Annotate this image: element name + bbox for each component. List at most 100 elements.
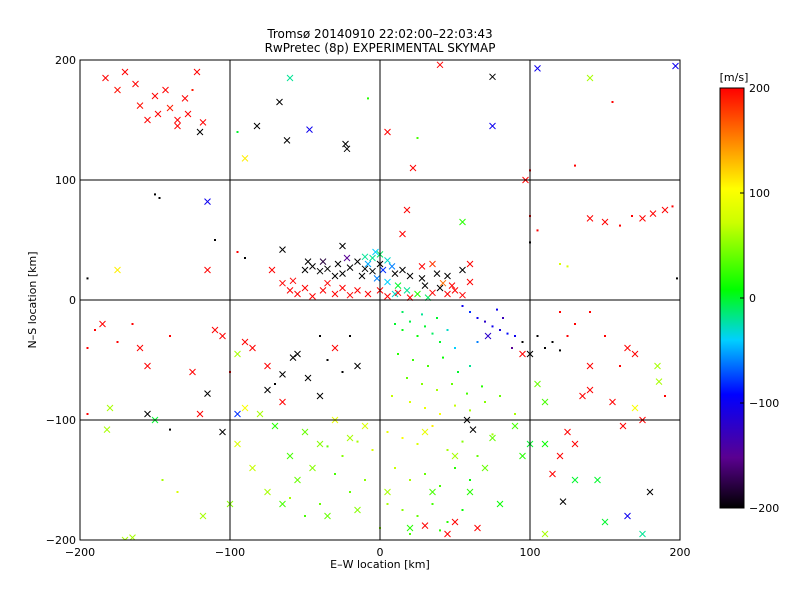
data-point-cross-292 bbox=[136, 344, 144, 352]
data-point-cross-261 bbox=[289, 354, 297, 361]
x-axis-ticks: −200 −100 0 100 200 bbox=[65, 546, 691, 559]
data-point-cross-23 bbox=[283, 137, 291, 144]
data-point-cross-269 bbox=[211, 326, 219, 334]
data-point-cross-34 bbox=[534, 65, 541, 72]
data-point-cross-284 bbox=[234, 410, 241, 418]
data-point-cross-299 bbox=[199, 512, 207, 520]
data-point-dot-201 bbox=[326, 445, 329, 448]
data-point-cross-21 bbox=[276, 98, 283, 106]
data-point-dot-55 bbox=[631, 215, 633, 217]
data-point-dot-336 bbox=[664, 395, 666, 397]
data-point-dot-152 bbox=[536, 335, 539, 337]
data-point-dot-171 bbox=[469, 365, 471, 367]
data-point-cross-46 bbox=[114, 266, 121, 274]
data-point-cross-328 bbox=[639, 530, 646, 538]
data-point-cross-223 bbox=[361, 422, 369, 430]
data-point-cross-274 bbox=[234, 350, 241, 358]
data-point-dot-137 bbox=[461, 305, 464, 307]
data-point-dot-160 bbox=[416, 335, 419, 337]
data-point-cross-250 bbox=[384, 488, 391, 496]
data-point-dot-214 bbox=[431, 503, 434, 505]
data-point-dot-191 bbox=[401, 437, 404, 439]
data-point-cross-86 bbox=[391, 270, 399, 277]
data-point-cross-79 bbox=[331, 272, 339, 280]
data-point-dot-335 bbox=[619, 365, 621, 367]
data-point-dot-161 bbox=[424, 325, 426, 328]
x-tick-label-1: −100 bbox=[215, 546, 245, 559]
data-point-dot-162 bbox=[431, 332, 434, 335]
data-point-cross-65 bbox=[466, 260, 474, 268]
data-point-cross-88 bbox=[406, 272, 414, 280]
x-tick-label-4: 200 bbox=[670, 546, 691, 559]
data-point-dot-61 bbox=[566, 265, 569, 268]
data-point-dot-67 bbox=[86, 277, 89, 280]
data-point-cross-288 bbox=[99, 320, 106, 328]
data-point-cross-5 bbox=[154, 110, 162, 118]
colorbar-ticks: 200 100 0 −100 −200 bbox=[740, 82, 779, 515]
data-point-cross-135 bbox=[448, 282, 456, 289]
grid-layer bbox=[80, 60, 680, 540]
data-point-cross-64 bbox=[399, 230, 406, 238]
data-point-dot-276 bbox=[274, 383, 276, 385]
data-point-dot-48 bbox=[244, 257, 246, 259]
data-point-cross-25 bbox=[342, 140, 349, 148]
colorbar-tick-label-3: −100 bbox=[749, 397, 779, 410]
colorbar-tick-label-2: 0 bbox=[749, 292, 756, 305]
data-point-cross-16 bbox=[174, 122, 181, 130]
data-point-cross-129 bbox=[289, 277, 297, 285]
data-point-dot-203 bbox=[409, 479, 411, 481]
data-point-cross-242 bbox=[466, 488, 474, 496]
data-point-dot-196 bbox=[476, 455, 479, 457]
data-point-cross-254 bbox=[519, 452, 526, 460]
data-point-cross-252 bbox=[489, 434, 496, 442]
data-point-dot-198 bbox=[371, 449, 374, 451]
data-point-cross-268 bbox=[219, 332, 226, 340]
data-point-cross-68 bbox=[301, 266, 309, 274]
data-point-cross-309 bbox=[586, 386, 594, 394]
data-point-dot-295 bbox=[169, 335, 171, 337]
data-point-cross-279 bbox=[144, 410, 151, 418]
data-point-cross-324 bbox=[624, 512, 631, 520]
data-point-cross-24 bbox=[306, 126, 313, 133]
y-axis-label: N–S location [km] bbox=[26, 251, 39, 348]
data-point-cross-53 bbox=[649, 210, 657, 217]
data-point-dot-141 bbox=[491, 325, 494, 328]
data-point-cross-255 bbox=[541, 440, 549, 448]
data-point-dot-194 bbox=[446, 449, 449, 451]
data-point-dot-188 bbox=[421, 313, 423, 316]
data-point-dot-303 bbox=[574, 323, 576, 325]
data-point-dot-150 bbox=[521, 341, 524, 343]
data-point-cross-130 bbox=[466, 278, 474, 286]
data-point-cross-90 bbox=[433, 270, 441, 277]
data-point-cross-43 bbox=[204, 198, 211, 205]
data-point-dot-172 bbox=[406, 377, 408, 379]
data-point-cross-253 bbox=[511, 422, 519, 430]
data-point-cross-35 bbox=[586, 74, 594, 82]
data-point-cross-0 bbox=[102, 74, 109, 82]
data-point-dot-173 bbox=[421, 383, 423, 385]
data-point-cross-4 bbox=[151, 92, 159, 100]
data-point-cross-62 bbox=[459, 218, 466, 226]
data-point-dot-27 bbox=[367, 97, 369, 100]
data-point-cross-94 bbox=[421, 282, 429, 289]
data-point-cross-320 bbox=[549, 470, 556, 478]
data-point-cross-248 bbox=[451, 518, 459, 526]
data-point-dot-278 bbox=[349, 335, 351, 337]
data-point-dot-149 bbox=[511, 347, 513, 349]
chart-subtitle: RwPretec (8p) EXPERIMENTAL SKYMAP bbox=[265, 41, 496, 55]
data-point-cross-232 bbox=[279, 500, 286, 508]
data-point-dot-41 bbox=[154, 193, 156, 196]
data-point-cross-229 bbox=[271, 422, 279, 430]
data-point-cross-297 bbox=[121, 536, 129, 540]
data-point-cross-114 bbox=[319, 287, 327, 294]
data-point-dot-208 bbox=[364, 479, 366, 481]
data-point-cross-239 bbox=[421, 428, 429, 436]
data-point-cross-116 bbox=[339, 284, 346, 292]
data-point-dot-56 bbox=[671, 205, 674, 208]
data-point-cross-296 bbox=[189, 368, 196, 376]
data-point-cross-321 bbox=[571, 476, 579, 484]
x-tick-label-0: −200 bbox=[65, 546, 95, 559]
data-point-cross-313 bbox=[655, 378, 663, 385]
data-point-cross-19 bbox=[253, 122, 261, 130]
